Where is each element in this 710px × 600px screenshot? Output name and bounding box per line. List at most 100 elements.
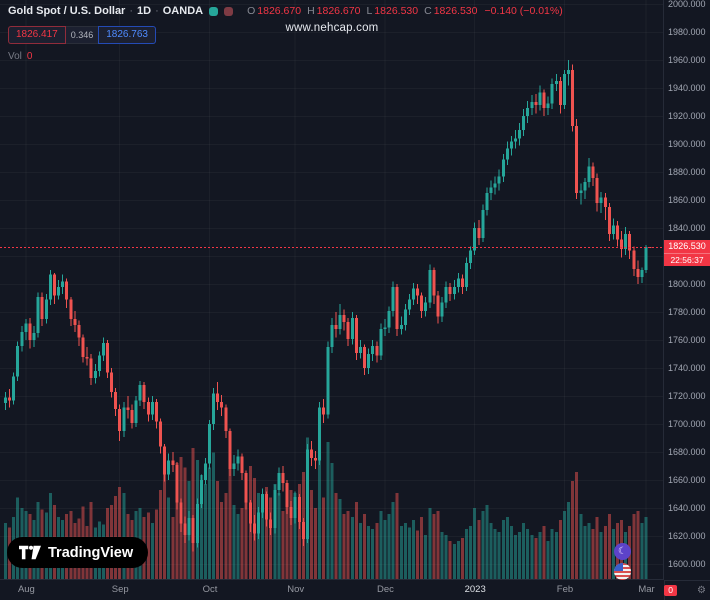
- volume-bar: [416, 530, 420, 580]
- candle-body: [505, 148, 509, 160]
- volume-bar: [240, 508, 244, 580]
- volume-bar: [261, 499, 265, 580]
- volume-bar: [579, 514, 583, 580]
- volume-bar: [367, 526, 371, 580]
- chart-canvas[interactable]: [0, 0, 664, 580]
- candle-body: [281, 473, 285, 483]
- candle-body: [159, 421, 163, 447]
- volume-bar: [338, 499, 342, 580]
- volume-bar: [191, 448, 195, 580]
- price-axis-label: 1880.000: [668, 167, 706, 178]
- exchange-label[interactable]: OANDA: [162, 5, 204, 17]
- volume-bar: [538, 532, 542, 580]
- candle-wick: [580, 183, 582, 205]
- interval-button[interactable]: 1D: [137, 5, 152, 17]
- candle-body: [122, 407, 126, 432]
- price-axis-label: 1660.000: [668, 475, 706, 486]
- candle-body: [558, 81, 562, 105]
- candle-body: [346, 322, 350, 339]
- flag-icon[interactable]: [614, 563, 631, 580]
- candle-body: [546, 103, 550, 108]
- red-indicator-icon[interactable]: [224, 6, 234, 16]
- candle-body: [114, 392, 118, 409]
- volume-bar: [530, 535, 534, 580]
- candle-body: [632, 250, 636, 269]
- candle-body: [203, 463, 207, 481]
- volume-bar: [228, 469, 232, 580]
- volume-bar: [281, 511, 285, 580]
- volume-bar: [232, 505, 236, 580]
- ohlc-readout: O 1826.670 H 1826.670 L 1826.530 C 1826.530 …: [243, 5, 563, 17]
- candle-body: [342, 315, 346, 322]
- sell-button[interactable]: 1826.417: [8, 26, 66, 44]
- candle-body: [489, 187, 493, 194]
- volume-bar: [289, 490, 293, 580]
- volume-bar: [473, 508, 477, 580]
- volume-bar: [432, 514, 436, 580]
- volume-bar: [244, 475, 248, 580]
- notification-count-badge[interactable]: 0: [664, 585, 677, 596]
- candle-body: [640, 270, 644, 278]
- candle-body: [318, 407, 322, 461]
- candle-body: [69, 299, 73, 320]
- theme-moon-icon[interactable]: ☾: [614, 543, 631, 560]
- candle-body: [367, 354, 371, 369]
- candle-body: [322, 407, 326, 415]
- volume-bar: [236, 514, 240, 580]
- candle-body: [375, 345, 379, 356]
- ohlc-change-value: −0.140 (−0.01%): [484, 5, 563, 17]
- ohlc-low-label: L: [366, 5, 373, 17]
- candle-body: [334, 324, 338, 329]
- candle-body: [12, 376, 16, 401]
- candle-body: [522, 116, 526, 131]
- candle-body: [252, 523, 256, 534]
- candle-body: [101, 343, 105, 356]
- volume-bar: [436, 511, 440, 580]
- price-axis-label: 1680.000: [668, 447, 706, 458]
- green-indicator-icon[interactable]: [209, 6, 219, 16]
- volume-bar: [636, 511, 640, 580]
- volume-bar: [391, 502, 395, 580]
- buy-button[interactable]: 1826.763: [98, 26, 156, 44]
- candle-body: [493, 183, 497, 188]
- candle-body: [126, 407, 130, 411]
- time-axis-label: Oct: [202, 584, 218, 595]
- candle-body: [354, 317, 358, 353]
- candle-body: [616, 225, 619, 240]
- volume-bar: [607, 514, 611, 580]
- volume-bar: [485, 505, 489, 580]
- candle-body: [469, 250, 473, 264]
- price-axis-label: 1860.000: [668, 195, 706, 206]
- separator: ·: [129, 5, 134, 17]
- price-axis-label: 1960.000: [668, 55, 706, 66]
- candle-body: [187, 518, 191, 535]
- tradingview-logo[interactable]: TradingView: [7, 537, 149, 568]
- symbol-title[interactable]: Gold Spot / U.S. Dollar: [8, 5, 126, 17]
- candle-body: [542, 92, 546, 108]
- volume-bar: [358, 523, 362, 580]
- candle-body: [134, 400, 138, 423]
- last-price-value: 1826.530: [664, 240, 710, 254]
- scale-settings-icon[interactable]: ⚙: [697, 585, 706, 596]
- price-axis-label: 2000.000: [668, 0, 706, 10]
- candle-body: [538, 92, 542, 105]
- volume-bar: [293, 493, 297, 580]
- candle-body: [571, 70, 575, 126]
- candle-body: [371, 345, 375, 355]
- price-axis[interactable]: 1826.530 22:56:37 2000.000 1980.000 1960.0…: [663, 0, 710, 600]
- volume-bar: [159, 490, 163, 580]
- symbol-row: Gold Spot / U.S. Dollar · 1D · OANDA O 18…: [8, 5, 563, 17]
- volume-bar: [611, 529, 615, 580]
- candle-body: [350, 317, 354, 339]
- candle-body: [554, 81, 558, 84]
- volume-bar: [542, 526, 546, 580]
- candle-body: [436, 295, 440, 317]
- time-axis[interactable]: Aug Sep Oct Nov Dec 2023 Feb Mar: [0, 579, 664, 600]
- candle-body: [285, 483, 289, 507]
- volume-bar: [497, 532, 501, 580]
- volume-bar: [444, 535, 448, 580]
- candle-body: [611, 225, 615, 234]
- candle-body: [244, 473, 248, 503]
- volume-bar: [571, 481, 575, 580]
- price-axis-label: 1720.000: [668, 391, 706, 402]
